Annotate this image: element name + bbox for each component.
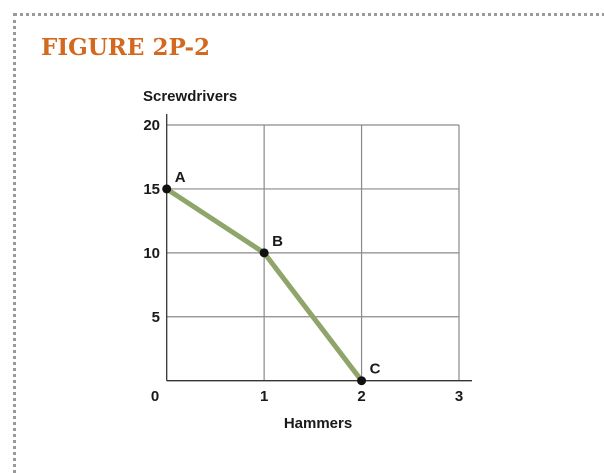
x-tick-label: 1 <box>260 388 268 405</box>
dotted-frame <box>13 13 604 473</box>
x-tick-label: 3 <box>455 388 463 405</box>
point-b <box>259 248 269 258</box>
point-label: C <box>370 361 381 378</box>
y-tick-label: 10 <box>143 245 160 262</box>
point-c <box>357 376 367 386</box>
point-a <box>162 184 172 194</box>
x-tick-label: 2 <box>357 388 365 405</box>
y-tick-label: 5 <box>152 309 160 326</box>
y-tick-label: 15 <box>143 181 160 198</box>
point-label: B <box>272 233 283 250</box>
y-tick-label: 20 <box>143 117 160 134</box>
x-tick-label: 0 <box>151 388 159 405</box>
x-axis-label: Hammers <box>284 415 352 432</box>
y-axis-label: Screwdrivers <box>143 88 237 105</box>
point-label: A <box>175 169 186 186</box>
figure-title: FIGURE 2P-2 <box>41 34 211 61</box>
